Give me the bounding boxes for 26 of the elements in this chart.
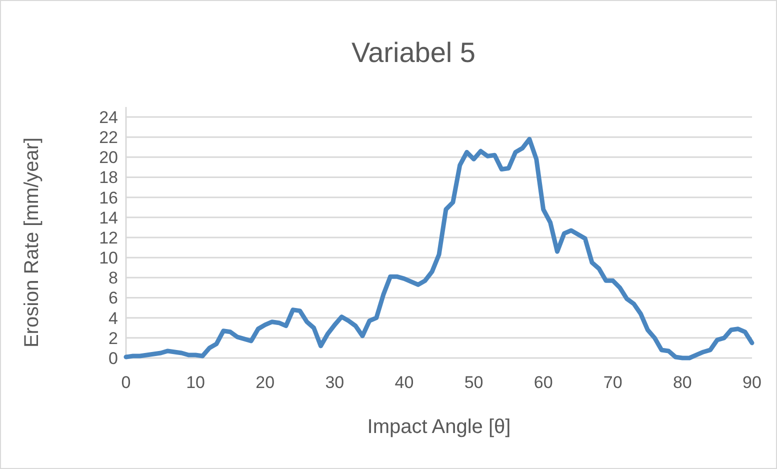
y-tick-label: 14: [99, 208, 118, 228]
y-tick-label: 10: [99, 248, 118, 268]
x-tick-label: 60: [534, 373, 553, 392]
y-tick-label: 6: [108, 288, 118, 308]
y-tick-label: 22: [99, 128, 118, 148]
y-tick-label: 16: [99, 188, 118, 208]
x-tick-label: 40: [394, 373, 414, 392]
x-axis-title: Impact Angle [θ]: [367, 416, 511, 438]
x-tick-label: 30: [325, 373, 344, 392]
y-tick-label: 18: [99, 168, 118, 188]
y-tick-label: 12: [99, 228, 118, 248]
x-tick-label: 20: [256, 373, 275, 392]
x-tick-label: 0: [121, 373, 131, 392]
y-tick-label: 8: [108, 268, 118, 288]
chart-title: Variabel 5: [351, 37, 476, 68]
y-tick-label: 20: [99, 148, 118, 168]
y-tick-label: 24: [99, 108, 118, 127]
x-tick-label: 80: [672, 373, 692, 392]
y-tick-label: 4: [108, 308, 118, 328]
y-axis-title: Erosion Rate [mm/year]: [21, 137, 43, 348]
y-tick-label: 2: [108, 328, 118, 348]
x-tick-label: 70: [603, 373, 622, 392]
x-tick-label: 10: [186, 373, 206, 392]
x-tick-label: 90: [742, 373, 762, 392]
x-tick-label: 50: [464, 373, 484, 392]
y-tick-label: 0: [108, 348, 118, 368]
